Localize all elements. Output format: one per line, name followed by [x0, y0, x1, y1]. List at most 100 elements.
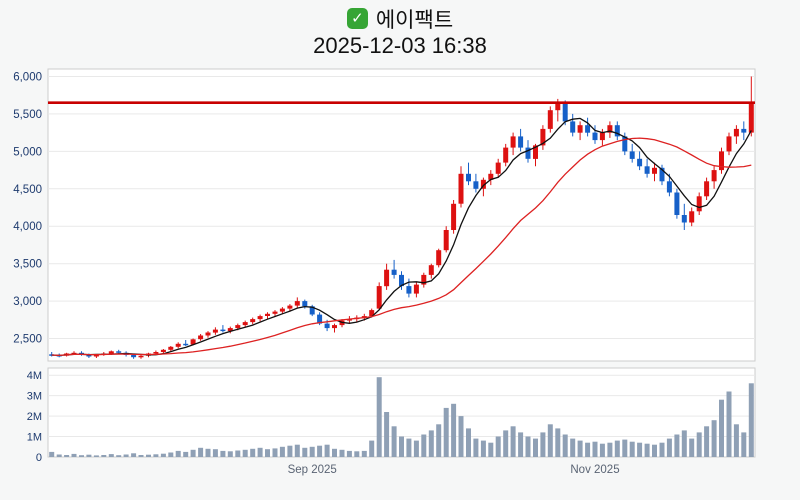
chart-header: ✓ 에이팩트 2025-12-03 16:38	[0, 0, 800, 59]
volume-bar	[741, 432, 747, 457]
candle-body	[436, 250, 442, 266]
stock-name: 에이팩트	[375, 8, 454, 32]
candle-body	[220, 329, 226, 332]
volume-bar	[637, 442, 643, 457]
candle-body	[674, 192, 680, 215]
candle-body	[704, 181, 710, 197]
volume-bar	[696, 432, 702, 457]
volume-bar	[443, 407, 449, 457]
price-axis-label: 5,000	[13, 146, 42, 158]
candle-body	[748, 102, 754, 133]
candle-body	[391, 269, 397, 275]
volume-bar	[361, 450, 367, 457]
volume-bar	[294, 444, 300, 457]
candle-body	[175, 343, 181, 347]
volume-bar	[235, 450, 241, 457]
candle-body	[257, 316, 263, 320]
volume-bar	[376, 377, 382, 457]
chart-timestamp: 2025-12-03 16:38	[313, 33, 487, 58]
green-check-icon: ✓	[346, 8, 368, 29]
candle-body	[540, 128, 546, 146]
candle-body	[235, 325, 241, 329]
volume-bar	[242, 449, 248, 457]
volume-bar	[324, 444, 330, 457]
candle-body	[518, 136, 524, 148]
volume-bar	[704, 426, 710, 457]
volume-bar	[220, 450, 226, 457]
volume-bar	[116, 455, 122, 457]
volume-bar	[317, 445, 323, 457]
x-axis-label: Nov 2025	[570, 464, 619, 476]
ma-short-line	[51, 117, 752, 357]
candle-body	[168, 346, 174, 350]
candle-body	[79, 352, 84, 355]
volume-bar	[71, 453, 77, 457]
volume-bar	[510, 426, 516, 457]
volume-bar	[614, 440, 620, 457]
candle-body	[242, 322, 248, 326]
candlestick-chart: 2,500 3,000 3,500 4,000 4,500 5,000 5,500 6,000…	[13, 68, 756, 477]
volume-bar	[227, 451, 233, 457]
candle-body	[93, 355, 99, 357]
axis-labels: 2,500 3,000 3,500 4,000 4,500 5,000 5,500 6,000…	[13, 72, 619, 477]
volume-bar	[525, 436, 531, 457]
candle-body	[458, 173, 464, 204]
volume-bar	[79, 455, 84, 457]
candle-body	[510, 136, 516, 148]
candle-body	[525, 147, 531, 159]
candle-body	[369, 310, 375, 317]
volume-bar	[592, 441, 598, 457]
candle-body	[495, 162, 501, 174]
candle-body	[570, 121, 576, 133]
volume-bar	[421, 434, 427, 457]
volume-bar	[131, 453, 137, 457]
volume-bar	[101, 455, 107, 457]
candle-body	[533, 145, 538, 159]
volume-bar	[346, 450, 352, 457]
candle-body	[585, 125, 591, 133]
candle-body	[428, 265, 434, 275]
candle-body	[71, 352, 77, 355]
candle-body	[473, 181, 479, 189]
volume-bar	[518, 432, 524, 457]
volume-bar	[272, 448, 278, 457]
volume-bar	[384, 412, 390, 457]
candle-body	[696, 196, 702, 212]
candle-body	[555, 102, 561, 111]
volume-bar	[689, 438, 695, 457]
volume-bar	[354, 451, 360, 457]
volume-bar	[93, 455, 99, 457]
candle-body	[421, 274, 427, 285]
volume-bar	[369, 440, 375, 457]
candle-body	[607, 125, 613, 133]
candle-body	[131, 355, 137, 358]
candle-body	[376, 286, 382, 309]
candle-body	[689, 211, 695, 223]
volume-bar	[681, 430, 687, 457]
volume-bar	[711, 420, 717, 457]
volume-bar	[399, 436, 404, 457]
candle-body	[614, 125, 620, 137]
candle-body	[324, 323, 330, 329]
volume-bar	[406, 438, 412, 457]
candle-body	[361, 316, 367, 318]
volume-bar	[257, 447, 263, 457]
price-axis-label: 4,500	[13, 184, 42, 196]
volume-bars	[49, 377, 754, 457]
candle-body	[317, 314, 323, 324]
candle-body	[599, 132, 605, 141]
volume-bar	[666, 438, 672, 457]
volume-bar	[153, 454, 159, 457]
candle-body	[227, 328, 233, 332]
candle-body	[138, 355, 144, 358]
volume-bar	[339, 449, 345, 457]
candle-body	[547, 110, 553, 129]
volume-bar	[190, 449, 196, 457]
candle-body	[183, 343, 189, 346]
volume-axis-label: 3M	[27, 391, 42, 403]
candle-body	[302, 301, 308, 307]
volume-bar	[607, 442, 613, 457]
candle-body	[294, 301, 300, 306]
volume-bar	[49, 451, 55, 457]
volume-bar	[436, 424, 442, 457]
